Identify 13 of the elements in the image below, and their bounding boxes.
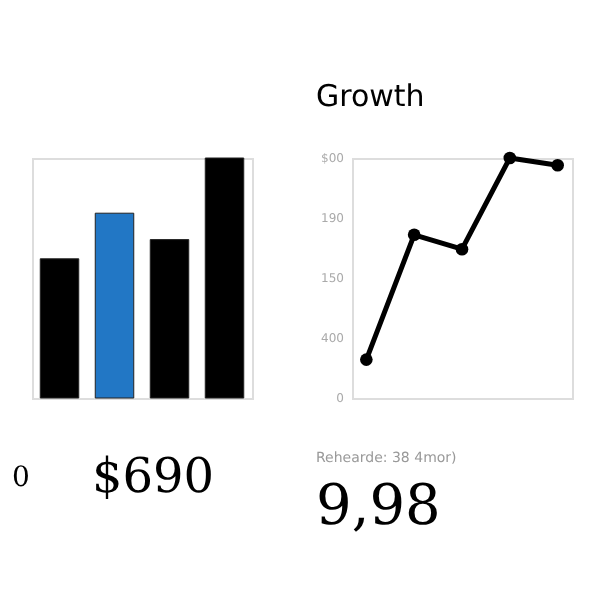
point — [455, 242, 469, 256]
point — [503, 151, 517, 165]
bar — [204, 157, 245, 399]
bar — [94, 212, 135, 399]
text: 0 — [12, 462, 30, 494]
point — [407, 228, 421, 242]
bar — [149, 239, 190, 399]
point — [360, 353, 373, 366]
text: 9,98 — [316, 472, 441, 538]
point — [551, 158, 564, 172]
chart-title: Growth — [316, 77, 425, 114]
text: $690 — [92, 448, 215, 504]
bar — [39, 258, 80, 399]
